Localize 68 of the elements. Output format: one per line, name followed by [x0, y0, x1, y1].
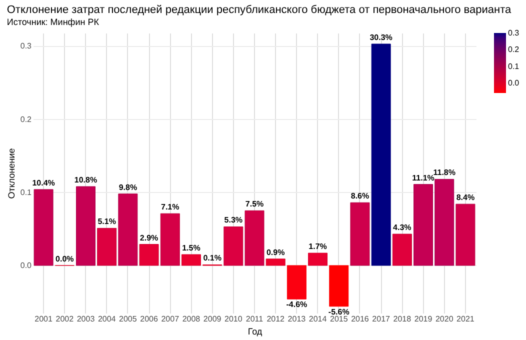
x-tick-label: 2012 [266, 314, 286, 324]
x-tick-label: 2002 [56, 314, 74, 324]
data-label: 30.3% [370, 32, 392, 42]
bar [392, 234, 412, 266]
data-label: -5.6% [328, 307, 350, 316]
data-label: 5.3% [224, 216, 243, 225]
data-label: 0.0% [56, 254, 74, 264]
data-label: 5.1% [98, 217, 116, 226]
y-tick-label: 0.0 [20, 260, 32, 270]
bar [350, 202, 370, 266]
bar [139, 244, 159, 266]
data-label: 11.1% [412, 173, 434, 182]
color-bar-label: 0.3 [508, 28, 520, 38]
x-tick-label: 2018 [393, 314, 412, 324]
bar [34, 189, 54, 266]
data-label: -4.6% [286, 300, 308, 310]
bar [97, 228, 117, 266]
x-tick-label: 2009 [203, 314, 222, 324]
x-tick-label: 2017 [372, 314, 391, 324]
x-tick-label: 2021 [456, 314, 475, 324]
x-tick-label: 2019 [414, 314, 433, 324]
x-tick-label: 2004 [98, 314, 116, 324]
x-tick-label: 2005 [119, 314, 138, 324]
data-label: 9.8% [118, 182, 138, 192]
bar [456, 204, 476, 266]
bar [286, 265, 306, 300]
y-tick-label: 0.3 [20, 42, 32, 51]
data-label: 11.8% [433, 168, 456, 178]
data-label: 8.6% [350, 192, 370, 201]
data-label: 0.1% [203, 254, 222, 263]
color-bar-label: 0.2 [508, 45, 520, 54]
x-tick-label: 2011 [246, 314, 264, 324]
bar [160, 213, 180, 266]
y-tick-label: 0.2 [20, 114, 32, 124]
x-tick-label: 2014 [308, 314, 328, 324]
x-tick-label: 2001 [34, 314, 53, 324]
y-axis-title: Отклонение [6, 148, 16, 199]
x-tick-label: 2008 [182, 314, 201, 324]
data-label: 4.3% [393, 223, 412, 232]
x-tick-label: 2020 [435, 314, 454, 324]
x-tick-label: 2015 [330, 314, 348, 324]
x-tick-label: 2016 [351, 314, 370, 324]
data-label: 0.9% [266, 248, 285, 257]
data-label: 7.5% [245, 200, 264, 209]
x-tick-label: 2007 [161, 314, 180, 324]
data-label: 10.8% [74, 176, 98, 185]
data-label: 1.7% [308, 242, 327, 252]
x-tick-label: 2003 [76, 314, 96, 324]
bar [308, 252, 328, 266]
y-tick-label: 0.1 [20, 188, 32, 197]
data-label: 7.1% [161, 202, 180, 212]
bar [118, 194, 138, 266]
x-axis-title: Год [248, 326, 263, 336]
bar [266, 258, 286, 266]
color-bar-label: 0.0 [508, 78, 520, 88]
chart-subtitle: Источник: Минфин РК [6, 17, 100, 27]
data-label: 2.9% [140, 233, 158, 242]
bar [76, 186, 96, 266]
x-tick-label: 2006 [140, 314, 158, 324]
color-bar-label: 0.1 [508, 62, 520, 71]
chart-title: Отклонение затрат последней редакции республиканского бюджета от первоначального варианта [6, 4, 512, 16]
data-label: 8.4% [456, 193, 475, 202]
bar [329, 265, 349, 307]
bar [371, 44, 391, 266]
x-tick-label: 2010 [224, 314, 243, 324]
data-label: 10.4% [32, 178, 55, 188]
x-tick-label: 2013 [288, 314, 306, 324]
data-label: 1.5% [182, 244, 200, 253]
